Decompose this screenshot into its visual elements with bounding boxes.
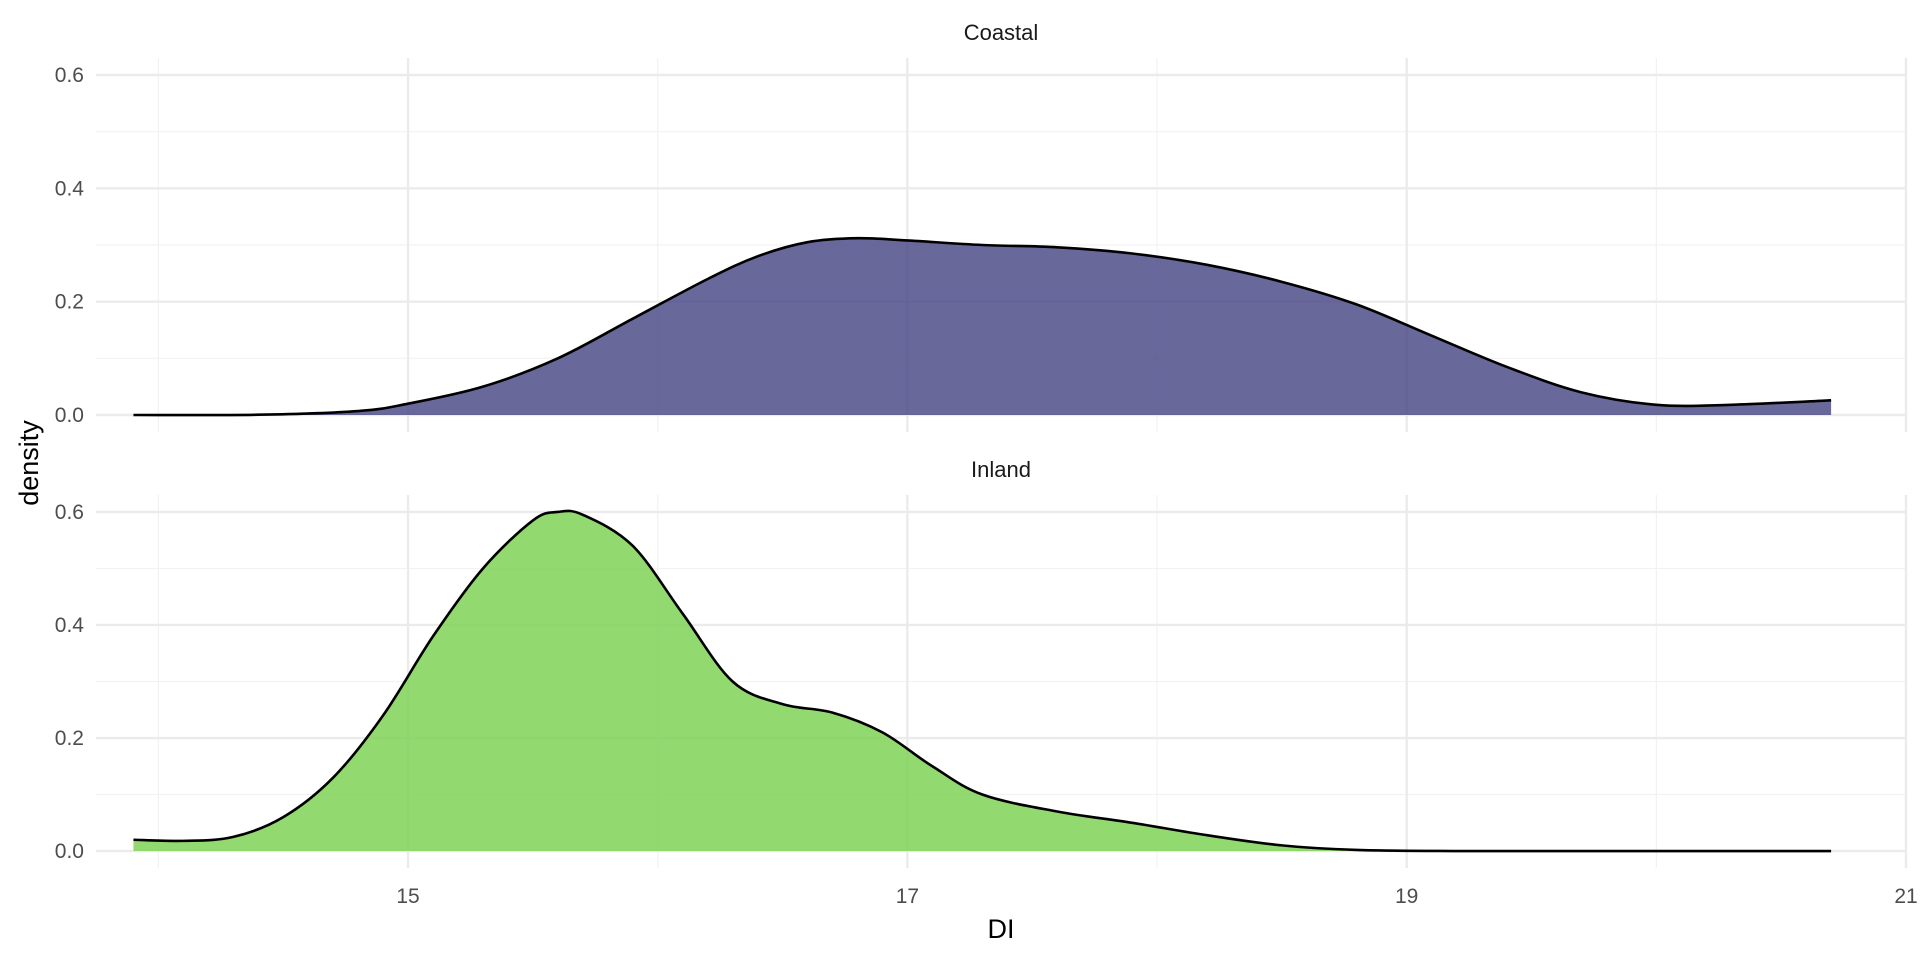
panel-inland-y-ticks: 0.0 0.2 0.4 0.6 xyxy=(55,501,85,863)
x-tick-label: 19 xyxy=(1395,885,1418,908)
panel-coastal: Coastal 0.0 0.2 0.4 0.6 xyxy=(55,20,1908,432)
y-tick-label: 0.0 xyxy=(55,404,84,427)
coastal-density-curve xyxy=(133,236,1832,417)
panel-inland: Inland 0.0 0.2 0.4 0.6 xyxy=(55,457,1908,868)
facet-label-coastal: Coastal xyxy=(964,20,1039,45)
y-tick-label: 0.4 xyxy=(55,177,85,200)
inland-density-area xyxy=(133,510,1832,852)
panel-coastal-y-ticks: 0.0 0.2 0.4 0.6 xyxy=(55,64,85,427)
y-tick-label: 0.0 xyxy=(55,840,84,863)
x-tick-label: 17 xyxy=(896,885,919,908)
y-tick-label: 0.4 xyxy=(55,614,85,637)
x-tick-label: 15 xyxy=(396,885,419,908)
x-axis-ticks: 15 17 19 21 xyxy=(396,885,1917,908)
y-tick-label: 0.2 xyxy=(55,291,84,314)
inland-density-curve xyxy=(133,509,1832,853)
y-tick-label: 0.6 xyxy=(55,501,84,524)
x-axis-title: DI xyxy=(988,914,1015,944)
y-tick-label: 0.6 xyxy=(55,64,84,87)
y-axis-title: density xyxy=(14,420,44,506)
facet-label-inland: Inland xyxy=(971,457,1031,482)
x-tick-label: 21 xyxy=(1894,885,1917,908)
y-tick-label: 0.2 xyxy=(55,727,84,750)
coastal-density-area xyxy=(133,238,1832,416)
